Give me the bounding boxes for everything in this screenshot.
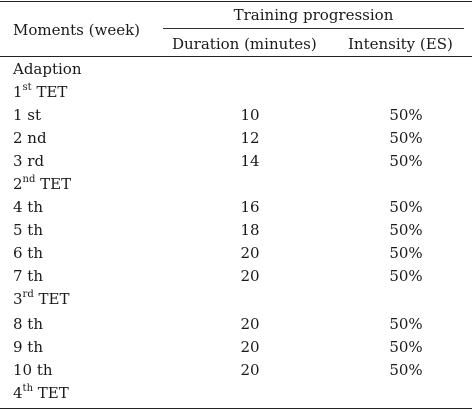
group-rule xyxy=(163,28,464,29)
intensity-cell: 50% xyxy=(389,129,423,147)
intensity-cell: 50% xyxy=(389,338,423,356)
table-row: 3 rd 14 50% xyxy=(0,150,472,173)
top-rule xyxy=(0,1,472,2)
table-row: 6 th 20 50% xyxy=(0,242,472,265)
bottom-rule xyxy=(0,408,472,409)
table-row: 10 th 20 50% xyxy=(0,359,472,382)
table-row: 4 th 16 50% xyxy=(0,196,472,219)
duration-cell: 20 xyxy=(240,267,260,285)
intensity-cell: 50% xyxy=(389,106,423,124)
intensity-cell: 50% xyxy=(389,152,423,170)
intensity-cell: 50% xyxy=(389,244,423,262)
moment-cell: 8 th xyxy=(13,315,43,333)
intensity-cell: 50% xyxy=(389,315,423,333)
moment-cell: 5 th xyxy=(13,221,43,239)
table-row: 2 nd 12 50% xyxy=(0,127,472,150)
moment-cell: 10 th xyxy=(13,361,53,379)
table-row: 1st TET xyxy=(0,81,472,104)
duration-cell: 14 xyxy=(240,152,260,170)
duration-cell: 18 xyxy=(240,221,260,239)
moment-cell: 4 th xyxy=(13,198,43,216)
table-row: 8 th 20 50% xyxy=(0,313,472,336)
intensity-cell: 50% xyxy=(389,198,423,216)
moment-cell: 4th TET xyxy=(13,383,69,403)
table-row: 1 st 10 50% xyxy=(0,104,472,127)
duration-cell: 12 xyxy=(240,129,260,147)
moment-cell: 7 th xyxy=(13,267,43,285)
moment-cell: 3rd TET xyxy=(13,289,70,309)
table-row: 3rd TET xyxy=(0,288,472,311)
moment-cell: 1st TET xyxy=(13,82,68,102)
duration-cell: 20 xyxy=(240,361,260,379)
table-row: 9 th 20 50% xyxy=(0,336,472,359)
intensity-cell: 50% xyxy=(389,361,423,379)
moment-cell: 9 th xyxy=(13,338,43,356)
duration-cell: 20 xyxy=(240,244,260,262)
intensity-cell: 50% xyxy=(389,221,423,239)
table-row: Adaption xyxy=(0,58,472,81)
moment-cell: 2nd TET xyxy=(13,174,72,194)
header-intensity: Intensity (ES) xyxy=(348,35,453,53)
moment-cell: 1 st xyxy=(13,106,42,124)
table-row: 2nd TET xyxy=(0,173,472,196)
header-training-progression: Training progression xyxy=(233,6,394,24)
duration-cell: 16 xyxy=(240,198,260,216)
moment-cell: 6 th xyxy=(13,244,43,262)
header-rule xyxy=(0,56,472,57)
moment-cell: 3 rd xyxy=(13,152,45,170)
header-moments: Moments (week) xyxy=(13,21,141,39)
header-duration: Duration (minutes) xyxy=(172,35,317,53)
moment-cell: 2 nd xyxy=(13,129,47,147)
duration-cell: 10 xyxy=(240,106,260,124)
duration-cell: 20 xyxy=(240,315,260,333)
table-row: 5 th 18 50% xyxy=(0,219,472,242)
intensity-cell: 50% xyxy=(389,267,423,285)
table-row: 7 th 20 50% xyxy=(0,265,472,288)
moment-cell: Adaption xyxy=(13,60,82,78)
table-row: 4th TET xyxy=(0,382,472,405)
duration-cell: 20 xyxy=(240,338,260,356)
